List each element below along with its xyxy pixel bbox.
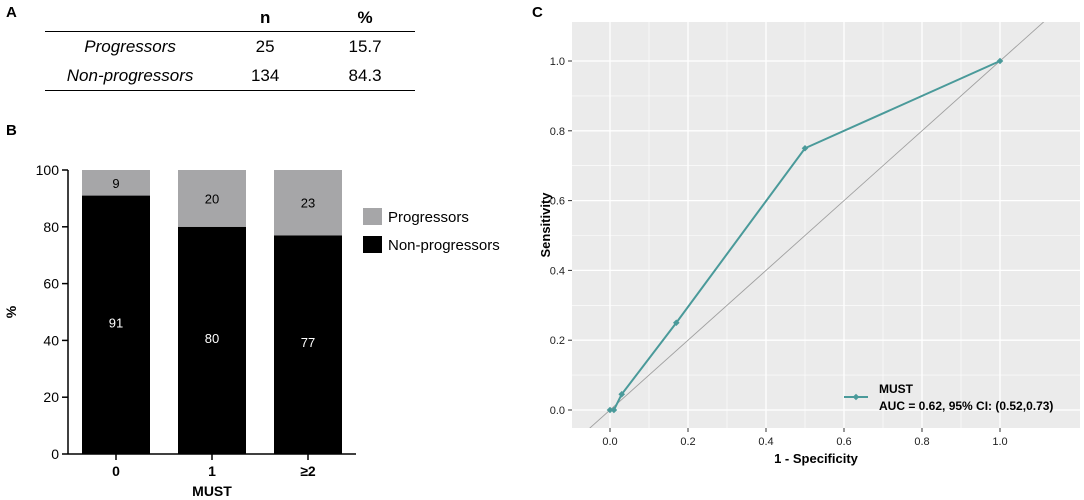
x-tick-label: 0.8	[914, 436, 929, 448]
y-tick-label: 60	[43, 276, 59, 292]
bar-value-label: 77	[301, 335, 315, 350]
x-tick-label: ≥2	[300, 463, 316, 479]
y-tick-label: 1.0	[550, 56, 565, 68]
x-tick-label: 0	[112, 463, 120, 479]
table-header-label	[45, 4, 216, 32]
table-cell-pct: 84.3	[315, 61, 415, 91]
y-tick-label: 80	[43, 219, 59, 235]
x-tick-label: 1.0	[992, 436, 1007, 448]
bar-segment-progressors	[274, 170, 342, 236]
legend-swatch	[363, 208, 382, 225]
bar-segment-progressors	[82, 170, 150, 196]
y-tick-label: 100	[36, 162, 60, 178]
panel-label-a: A	[6, 4, 17, 21]
y-axis-title: Sensitivity	[538, 192, 553, 258]
table-header-row: n %	[45, 4, 415, 32]
y-tick-label: 0	[51, 446, 59, 462]
panel-label-c: C	[532, 4, 543, 21]
legend-label: AUC = 0.62, 95% CI: (0.52,0.73)	[879, 399, 1053, 413]
y-tick-label: 40	[43, 332, 59, 348]
summary-table: n % Progressors 25 15.7 Non-progressors …	[45, 4, 415, 91]
stacked-bar-chart: 0 20 40 60 80 100 91 9 0 80 20 1 77 23 ≥2 MUST% Progress…	[3, 162, 500, 499]
table-row: Non-progressors 134 84.3	[45, 61, 415, 91]
bar-segment-progressors	[178, 170, 246, 227]
bar-segment-non-progressors	[178, 226, 246, 454]
panel-label-b: B	[6, 122, 17, 139]
table-cell-pct: 15.7	[348, 37, 382, 56]
table-cell-label: Non-progressors	[45, 61, 216, 91]
legend-title: MUST	[879, 382, 914, 396]
table-header-pct: %	[315, 4, 415, 32]
legend-label: Progressors	[388, 209, 469, 226]
bar-value-label: 20	[205, 191, 219, 206]
x-axis-title: MUST	[192, 483, 232, 499]
table-cell-n: 25	[255, 37, 275, 56]
y-tick-label: 0.8	[550, 126, 565, 138]
x-tick-label: 0.4	[758, 436, 773, 448]
plot-background	[572, 22, 1080, 428]
y-tick-label: 0.2	[550, 335, 565, 347]
x-tick-label: 1	[208, 463, 216, 479]
bar-value-label: 23	[301, 196, 315, 211]
y-tick-label: 0.6	[550, 196, 565, 208]
roc-point	[673, 319, 680, 327]
bar-segment-non-progressors	[274, 235, 342, 454]
bar-value-label: 80	[205, 331, 219, 346]
table-header-n: n	[215, 4, 316, 32]
reference-diagonal-line	[589, 22, 1045, 428]
roc-curve-chart: 0.0 0.2 0.4 0.6 0.8 1.0 0.0 0.2 0.4 0.6 0.8 1.0 1 - …	[538, 22, 1080, 466]
y-tick-label: 0.0	[550, 405, 565, 417]
y-tick-label: 20	[43, 389, 59, 405]
bar-value-label: 9	[112, 176, 119, 191]
bar-segment-non-progressors	[82, 195, 150, 454]
x-tick-label: 0.2	[680, 436, 695, 448]
roc-point	[618, 390, 625, 398]
y-tick-label: 0.4	[550, 265, 565, 277]
y-axis-title: %	[3, 305, 19, 318]
table-cell-label: Progressors	[84, 37, 176, 56]
x-tick-label: 0.6	[836, 436, 851, 448]
x-axis-title: 1 - Specificity	[774, 451, 859, 466]
table-cell-n: 134	[215, 61, 316, 91]
roc-point	[610, 406, 618, 414]
table-row: Progressors 25 15.7	[45, 32, 415, 62]
legend-swatch	[363, 236, 382, 253]
bar-value-label: 91	[109, 315, 123, 330]
legend-label: Non-progressors	[388, 237, 500, 254]
x-tick-label: 0.0	[602, 436, 617, 448]
